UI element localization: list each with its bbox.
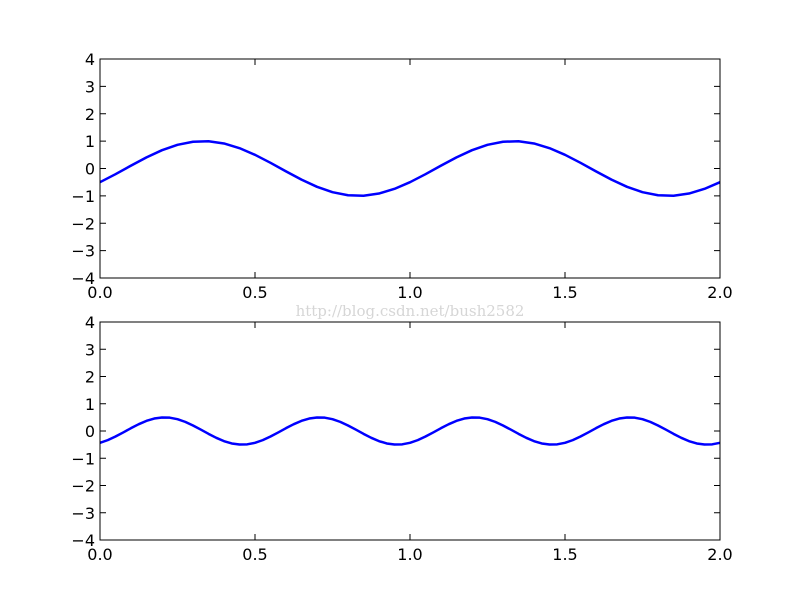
- y-tick-label: 3: [85, 77, 95, 96]
- y-tick-label: −3: [71, 242, 95, 261]
- x-tick-label: 0.0: [87, 545, 112, 564]
- y-tick-label: −4: [71, 531, 95, 550]
- y-tick-label: 2: [85, 368, 95, 387]
- y-tick-label: −2: [71, 214, 95, 233]
- y-tick-label: 2: [85, 105, 95, 124]
- y-tick-label: 0: [85, 422, 95, 441]
- y-tick-label: 1: [85, 395, 95, 414]
- y-tick-label: −4: [71, 269, 95, 288]
- x-tick-label: 0.5: [242, 545, 267, 564]
- line-series: [99, 140, 721, 197]
- y-tick-label: 4: [85, 313, 95, 332]
- y-tick-label: 1: [85, 132, 95, 151]
- y-tick-label: 4: [85, 50, 95, 69]
- x-tick-label: 2.0: [707, 283, 732, 302]
- x-tick-label: 0.5: [242, 283, 267, 302]
- y-tick-label: −1: [71, 187, 95, 206]
- y-tick-label: 0: [85, 160, 95, 179]
- watermark: http://blog.csdn.net/bush2582: [296, 302, 525, 320]
- x-tick-label: 1.5: [552, 545, 577, 564]
- x-tick-label: 1.0: [397, 545, 422, 564]
- y-tick-label: −1: [71, 449, 95, 468]
- y-tick-label: 3: [85, 340, 95, 359]
- x-tick-label: 2.0: [707, 545, 732, 564]
- y-tick-label: −3: [71, 504, 95, 523]
- x-tick-label: 1.0: [397, 283, 422, 302]
- x-tick-label: 0.0: [87, 283, 112, 302]
- x-tick-label: 1.5: [552, 283, 577, 302]
- line-series: [99, 416, 721, 446]
- y-tick-label: −2: [71, 477, 95, 496]
